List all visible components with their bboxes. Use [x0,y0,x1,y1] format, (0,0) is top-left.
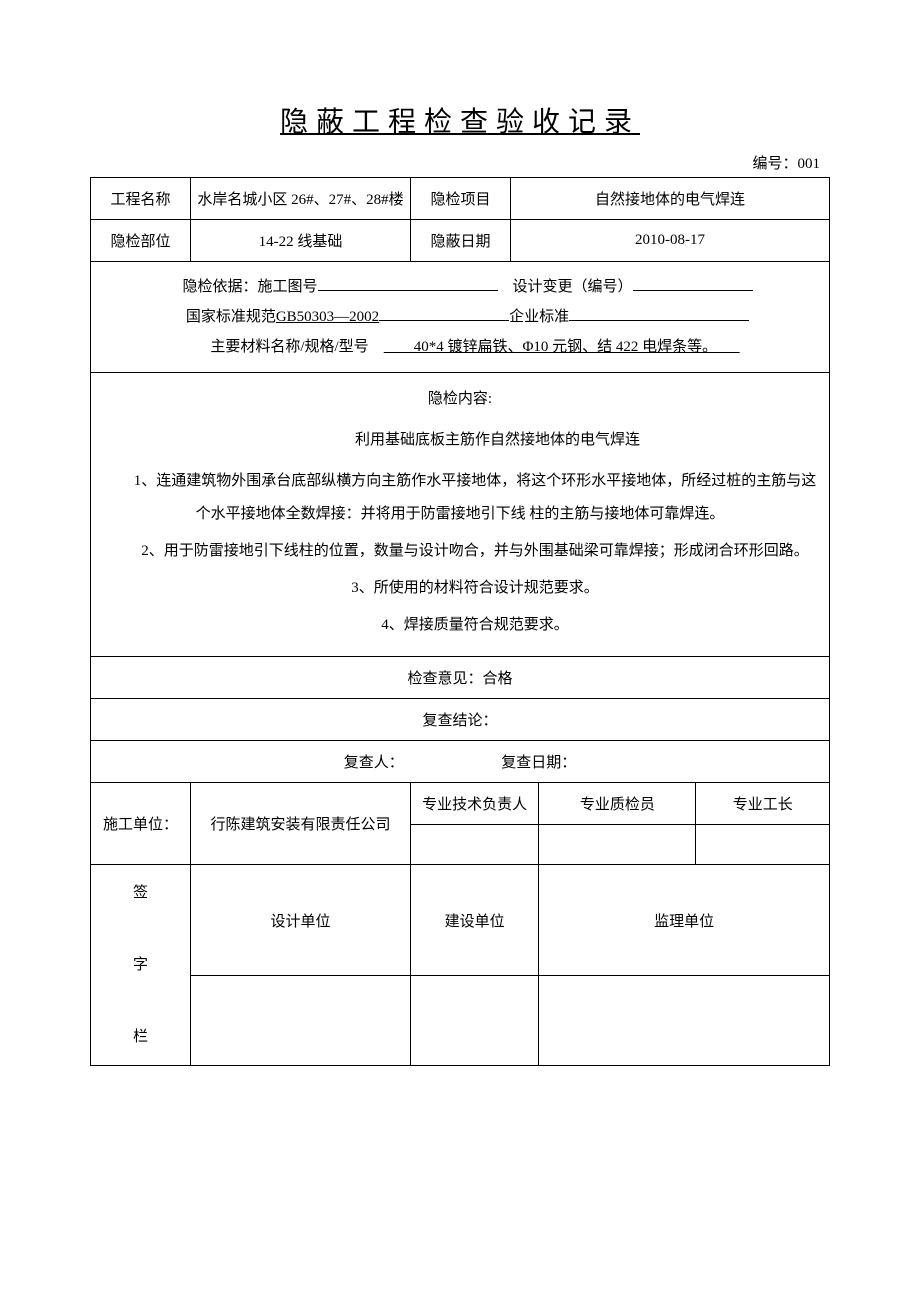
signature-value-row [91,976,830,1066]
construction-owner-signature [411,976,539,1066]
inspection-item-label: 隐检项目 [411,178,511,220]
review-conclusion-row: 复查结论： [91,699,830,741]
basis-row: 隐检依据：施工图号 设计变更（编号） 国家标准规范 GB50303—2002企业… [91,262,830,373]
construction-unit-label: 施工单位： [91,783,191,865]
review-date-label: 复查日期： [501,755,576,771]
basis-line1: 隐检依据：施工图号 设计变更（编号） [97,272,823,302]
inspection-opinion-cell: 检查意见：合格 [91,657,830,699]
design-unit-signature [191,976,411,1066]
signature-section-label: 签字栏 [91,865,191,1066]
content-p1: 1、连通建筑物外围承台底部纵横方向主筋作水平接地体，将这个环形水平接地体，所经过… [97,465,823,531]
basis-line3: 主要材料名称/规格/型号 40*4 镀锌扁铁、Φ10 元钢、结 422 电焊条等… [97,332,823,362]
tech-leader-label: 专业技术负责人 [411,783,539,825]
tech-leader-value [411,825,539,865]
supervision-unit-signature [539,976,830,1066]
inspection-part-value: 14-22 线基础 [191,220,411,262]
basis-line2: 国家标准规范 GB50303—2002企业标准 [97,302,823,332]
foreman-value [696,825,830,865]
content-heading: 隐检内容: [97,383,823,416]
reviewer-label: 复查人： [344,755,404,771]
project-name-label: 工程名称 [91,178,191,220]
inspection-form-table: 工程名称 水岸名城小区 26#、27#、28#楼 隐检项目 自然接地体的电气焊连… [90,177,830,1066]
inspection-part-label: 隐检部位 [91,220,191,262]
project-name-row: 工程名称 水岸名城小区 26#、27#、28#楼 隐检项目 自然接地体的电气焊连 [91,178,830,220]
design-unit-label: 设计单位 [191,865,411,976]
supervision-unit-label: 监理单位 [539,865,830,976]
inspection-item-value: 自然接地体的电气焊连 [511,178,830,220]
review-conclusion-cell: 复查结论： [91,699,830,741]
signature-header-row: 签字栏 设计单位 建设单位 监理单位 [91,865,830,976]
content-p3: 3、所使用的材料符合设计规范要求。 [97,572,823,605]
content-subheading: 利用基础底板主筋作自然接地体的电气焊连 [97,424,823,457]
content-p2: 2、用于防雷接地引下线柱的位置，数量与设计吻合，并与外围基础梁可靠焊接；形成闭合… [97,535,823,568]
inspection-content-cell: 隐检内容: 利用基础底板主筋作自然接地体的电气焊连 1、连通建筑物外围承台底部纵… [91,373,830,657]
inspection-part-row: 隐检部位 14-22 线基础 隐蔽日期 2010-08-17 [91,220,830,262]
construction-owner-label: 建设单位 [411,865,539,976]
content-p4: 4、焊接质量符合规范要求。 [97,609,823,642]
document-title: 隐蔽工程检查验收记录 [90,100,830,140]
project-name-value: 水岸名城小区 26#、27#、28#楼 [191,178,411,220]
opinion-row: 检查意见：合格 [91,657,830,699]
foreman-label: 专业工长 [696,783,830,825]
quality-inspector-value [539,825,696,865]
reviewer-row: 复查人： 复查日期： [91,741,830,783]
content-row: 隐检内容: 利用基础底板主筋作自然接地体的电气焊连 1、连通建筑物外围承台底部纵… [91,373,830,657]
concealment-date-label: 隐蔽日期 [411,220,511,262]
document-number: 编号：001 [90,152,830,173]
reviewer-cell: 复查人： 复查日期： [91,741,830,783]
quality-inspector-label: 专业质检员 [539,783,696,825]
construction-company: 行陈建筑安装有限责任公司 [191,783,411,865]
concealment-date-value: 2010-08-17 [511,220,830,262]
construction-header-row: 施工单位： 行陈建筑安装有限责任公司 专业技术负责人 专业质检员 专业工长 [91,783,830,825]
inspection-basis-cell: 隐检依据：施工图号 设计变更（编号） 国家标准规范 GB50303—2002企业… [91,262,830,373]
